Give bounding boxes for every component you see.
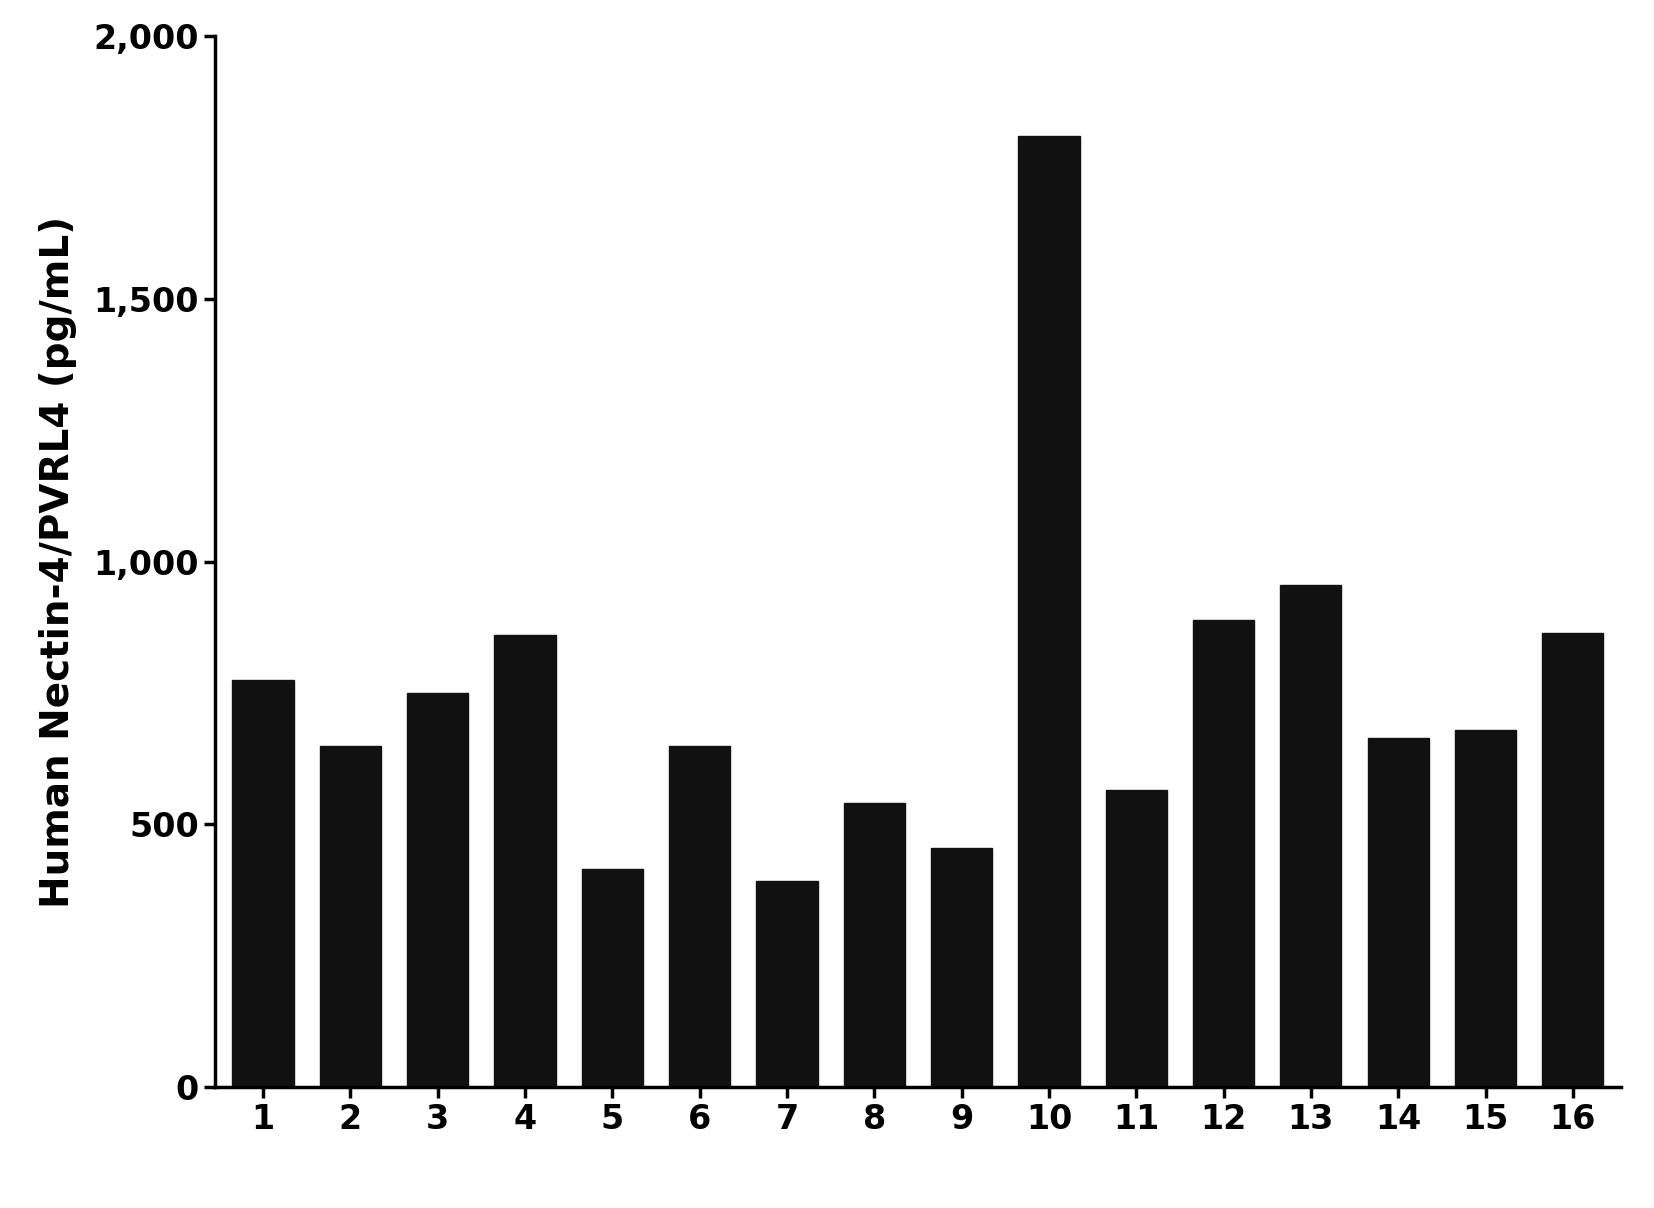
Bar bbox=[931, 848, 992, 1087]
Bar bbox=[1368, 738, 1429, 1087]
Bar bbox=[1107, 790, 1166, 1087]
Bar bbox=[1542, 633, 1603, 1087]
Bar bbox=[844, 803, 905, 1087]
Bar bbox=[233, 680, 294, 1087]
Bar bbox=[756, 881, 817, 1087]
Bar bbox=[1019, 137, 1080, 1087]
Bar bbox=[1280, 586, 1341, 1087]
Bar bbox=[582, 869, 643, 1087]
Bar bbox=[319, 745, 380, 1087]
Bar bbox=[1193, 620, 1254, 1087]
Bar bbox=[495, 635, 556, 1087]
Bar bbox=[670, 745, 729, 1087]
Bar bbox=[1456, 730, 1517, 1087]
Y-axis label: Human Nectin-4/PVRL4 (pg/mL): Human Nectin-4/PVRL4 (pg/mL) bbox=[40, 216, 76, 907]
Bar bbox=[407, 693, 468, 1087]
